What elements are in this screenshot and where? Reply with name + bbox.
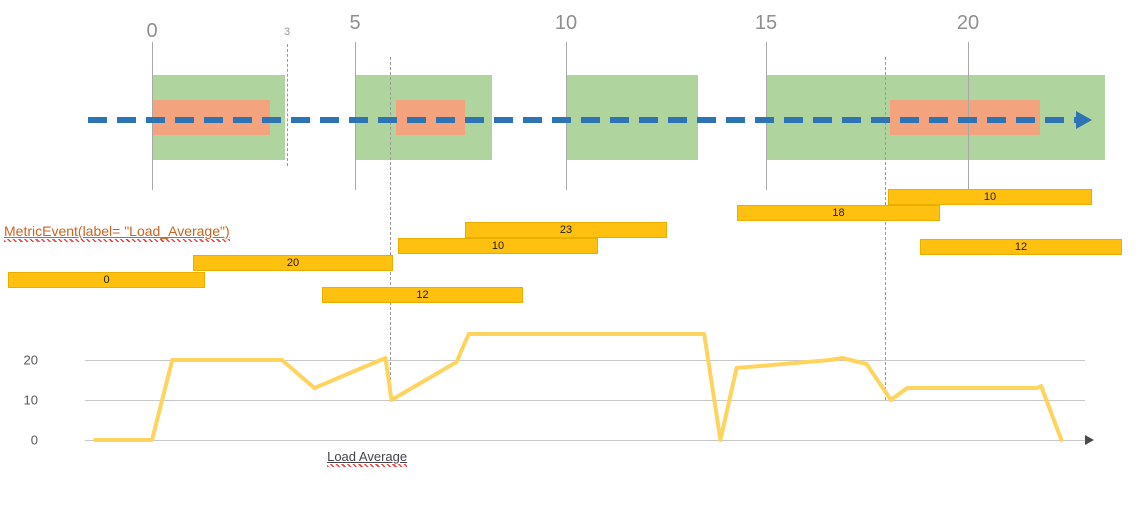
axis-minor-tick-label: 3 — [283, 26, 291, 38]
metric-event-bar: 10 — [888, 189, 1092, 205]
axis-tick-label: 15 — [754, 12, 778, 34]
metric-event-bar: 23 — [465, 222, 667, 238]
axis-tick-line — [355, 42, 356, 190]
chart-y-tick-label: 10 — [23, 392, 38, 408]
time-window — [566, 75, 698, 160]
axis-tick-label: 10 — [554, 12, 578, 34]
chart-y-tick-label: 20 — [23, 352, 38, 368]
window-inner-interval — [396, 100, 465, 135]
time-window — [766, 75, 899, 160]
chart-gridline — [85, 400, 1085, 401]
window-inner-interval — [152, 100, 270, 135]
chart-gridline — [85, 360, 1085, 361]
axis-tick-label: 20 — [956, 12, 980, 34]
chart-gridline — [85, 440, 1085, 441]
load-average-line — [93, 332, 1064, 442]
axis-tick-line — [566, 42, 567, 190]
window-inner-interval — [890, 100, 1040, 135]
chart-y-tick-label: 0 — [30, 432, 38, 448]
metric-event-label: MetricEvent(label= "Load_Average") — [4, 223, 230, 242]
metric-event-bar: 20 — [193, 255, 393, 271]
guide-dashed-short — [287, 44, 288, 166]
chart-x-axis-arrow — [1085, 435, 1094, 445]
metric-event-bar: 12 — [920, 239, 1122, 255]
metric-event-bar: 0 — [8, 272, 205, 288]
axis-tick-line — [152, 42, 153, 190]
series-label: Load Average — [327, 449, 408, 467]
guide-dashed-long — [390, 57, 391, 400]
guide-dashed-long — [885, 57, 886, 400]
metric-event-bar: 18 — [737, 205, 940, 221]
metric-event-bar: 12 — [322, 287, 523, 303]
axis-tick-label: 0 — [146, 20, 158, 42]
axis-tick-line — [968, 42, 969, 190]
axis-tick-line — [766, 42, 767, 190]
axis-tick-label: 5 — [349, 12, 361, 34]
metric-event-bar: 10 — [398, 238, 598, 254]
